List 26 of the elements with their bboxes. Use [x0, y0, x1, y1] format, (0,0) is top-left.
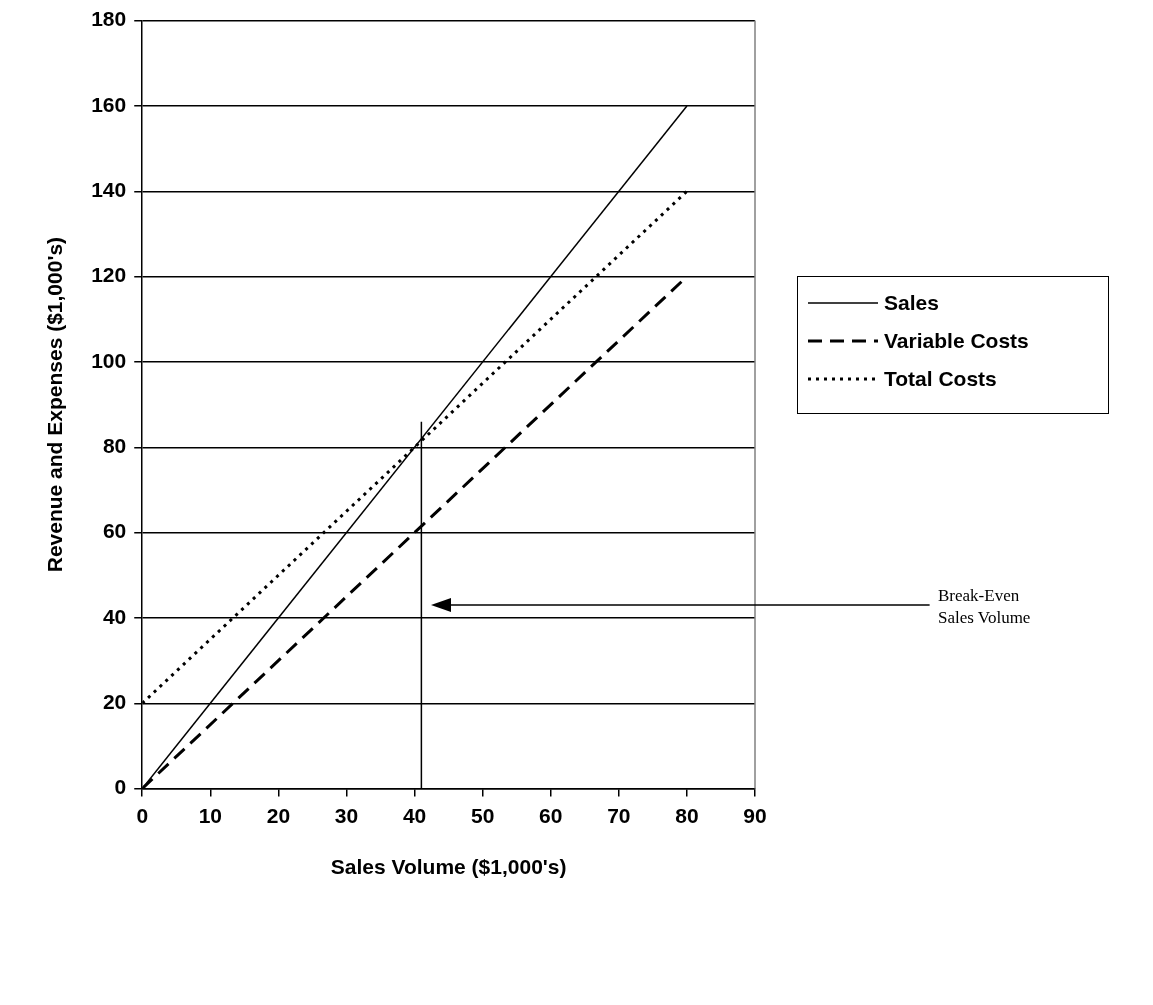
y-tick-label: 60: [102, 519, 127, 543]
y-tick-label: 160: [91, 92, 127, 116]
y-tick-label: 40: [102, 604, 127, 628]
x-tick-label: 30: [334, 804, 359, 827]
x-tick-label: 70: [607, 804, 631, 827]
y-tick-label: 180: [91, 7, 127, 31]
x-axis-title: Sales Volume ($1,000's): [330, 855, 567, 879]
y-tick-label: 120: [91, 263, 127, 287]
legend-label: Sales: [884, 290, 939, 315]
x-tick-label: 0: [136, 804, 149, 827]
y-tick-label: 80: [102, 434, 127, 458]
text: Break-Even Sales Volume: [938, 585, 1032, 630]
y-tick-label: 140: [91, 178, 127, 202]
x-tick-label: 10: [198, 804, 222, 827]
x-tick-label: 60: [539, 804, 563, 827]
x-tick-label: 40: [402, 804, 427, 827]
y-axis-title: Revenue and Expenses ($1,000's): [43, 236, 67, 573]
x-tick-label: 80: [675, 804, 699, 827]
legend-label: Total Costs: [884, 366, 997, 391]
legend-label: Variable Costs: [884, 328, 1029, 353]
y-tick-label: 20: [102, 690, 127, 714]
y-tick-label: 100: [91, 348, 127, 372]
x-tick-label: 90: [743, 804, 767, 827]
x-tick-label: 20: [266, 804, 291, 827]
x-tick-label: 50: [470, 804, 495, 827]
y-tick-label: 0: [114, 775, 127, 799]
